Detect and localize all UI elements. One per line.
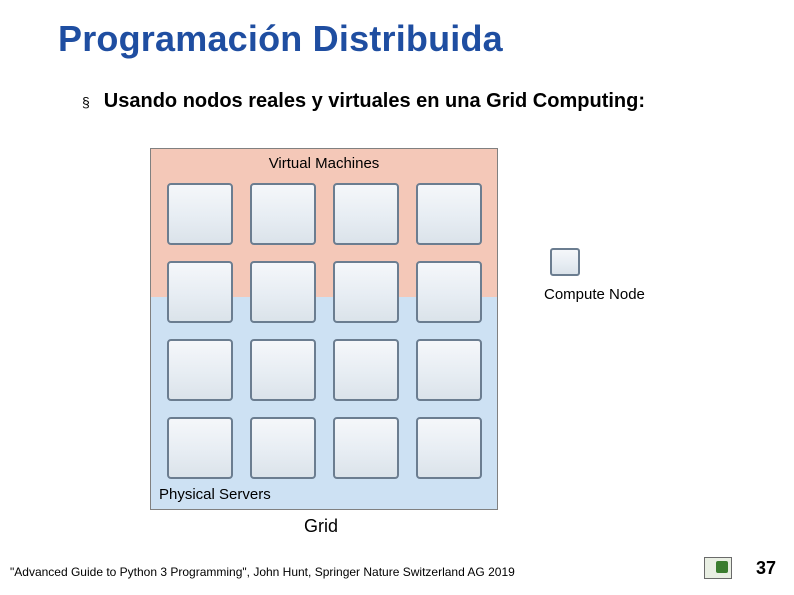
compute-node-cell	[416, 417, 482, 479]
compute-node-cell	[333, 417, 399, 479]
bullet-symbol: §	[82, 94, 90, 110]
compute-node-cell	[416, 183, 482, 245]
grid-cells	[167, 183, 483, 483]
bullet-item: § Usando nodos reales y virtuales en una…	[82, 90, 645, 113]
slide-title: Programación Distribuida	[58, 18, 503, 60]
legend-node-icon	[550, 248, 580, 276]
grid-caption: Grid	[304, 516, 338, 537]
vm-label: Virtual Machines	[269, 155, 380, 172]
compute-node-cell	[250, 183, 316, 245]
compute-node-cell	[167, 261, 233, 323]
logo-icon	[704, 557, 732, 579]
compute-node-cell	[167, 417, 233, 479]
legend-label: Compute Node	[544, 286, 645, 303]
page-number: 37	[756, 558, 776, 579]
physical-label: Physical Servers	[159, 486, 271, 503]
compute-node-cell	[167, 183, 233, 245]
compute-node-cell	[333, 261, 399, 323]
compute-node-cell	[416, 339, 482, 401]
compute-node-cell	[167, 339, 233, 401]
compute-node-cell	[333, 183, 399, 245]
compute-node-cell	[250, 417, 316, 479]
compute-node-cell	[416, 261, 482, 323]
compute-node-cell	[250, 339, 316, 401]
bullet-text: Usando nodos reales y virtuales en una G…	[104, 90, 645, 113]
compute-node-cell	[250, 261, 316, 323]
compute-node-cell	[333, 339, 399, 401]
grid-diagram: Virtual Machines Physical Servers	[150, 148, 498, 510]
footer-citation: "Advanced Guide to Python 3 Programming"…	[10, 565, 515, 579]
